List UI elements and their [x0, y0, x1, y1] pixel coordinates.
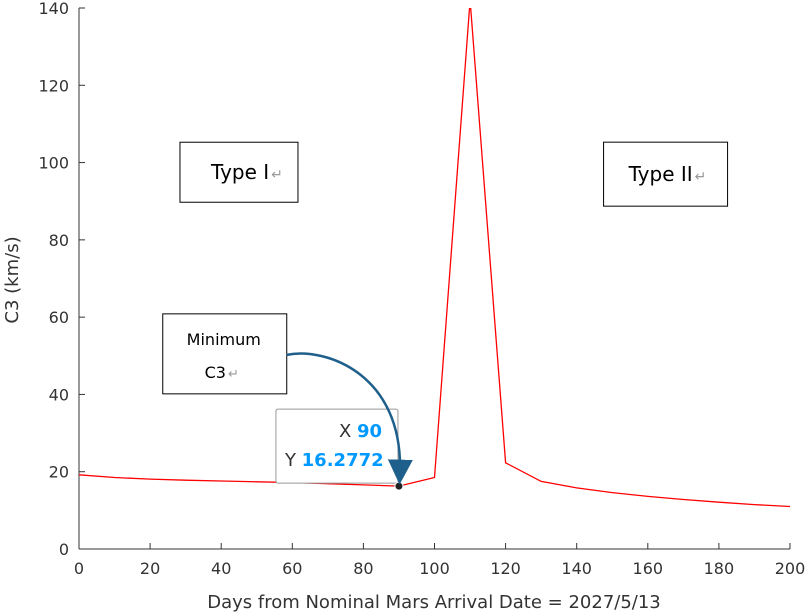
x-tick-label: 80 [353, 559, 373, 578]
x-tick-label: 200 [775, 559, 805, 578]
type-ii-text: Type II [628, 162, 693, 186]
return-mark-icon: ↵ [695, 169, 707, 185]
series-line [79, 8, 790, 508]
x-tick-label: 60 [282, 559, 302, 578]
x-tick-label: 120 [490, 559, 521, 578]
series-layer [79, 8, 790, 508]
y-tick-label: 60 [49, 308, 69, 327]
x-axis-title: Days from Nominal Mars Arrival Date = 20… [207, 592, 661, 613]
type-i-box [179, 141, 299, 203]
x-tick-label: 140 [561, 559, 592, 578]
minimum-c3-line1: Minimum [187, 330, 261, 349]
return-mark-icon: ↵ [271, 167, 283, 183]
datatip-y-row: Y 16.2772 [284, 450, 384, 471]
x-tick-label: 160 [633, 559, 664, 578]
axes: 0 20 40 60 80 100 120 140 160 180 200 0 20 40 60 80 100 1… [38, 0, 805, 578]
y-tick-label: 40 [49, 385, 69, 404]
x-tick-label: 0 [74, 559, 84, 578]
minimum-c3-line2: C3 ↵ [205, 363, 239, 382]
x-tick-label: 20 [140, 559, 160, 578]
datatip-x-key: X [339, 421, 357, 442]
y-tick-label: 80 [49, 231, 69, 250]
minimum-c3-box [162, 313, 288, 395]
x-tick-label: 180 [704, 559, 735, 578]
y-tick-label: 140 [38, 0, 69, 18]
datatip-y-key: Y [284, 450, 302, 471]
datatip-x-row: X 90 [339, 421, 382, 442]
type-ii-label: Type II ↵ [628, 162, 707, 186]
type-ii-box [603, 141, 729, 207]
datatip-point [394, 481, 404, 491]
y-tick-label: 120 [38, 76, 69, 95]
type-i-label: Type I ↵ [210, 160, 283, 184]
return-mark-icon: ↵ [228, 367, 239, 382]
y-tick-label: 0 [59, 540, 69, 559]
y-tick-label: 20 [49, 463, 69, 482]
y-tick-label: 100 [38, 154, 69, 173]
type-i-text: Type I [210, 160, 269, 184]
x-tick-label: 40 [211, 559, 231, 578]
minimum-c3-text: C3 [205, 363, 226, 382]
datatip-y-value: 16.2772 [302, 450, 384, 471]
x-tick-label: 100 [419, 559, 450, 578]
datatip-x-value: 90 [357, 421, 382, 442]
annotation-arrow [286, 352, 413, 485]
y-axis-title: C3 (km/s) [2, 236, 23, 323]
